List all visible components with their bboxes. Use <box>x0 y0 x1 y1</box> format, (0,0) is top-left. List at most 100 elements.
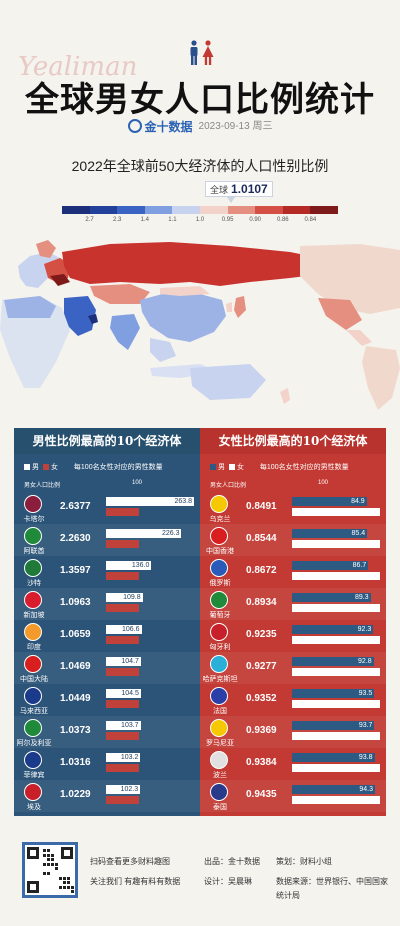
bar-female-reference <box>106 732 140 740</box>
bar-female-reference <box>292 508 380 516</box>
qr-module <box>43 853 46 857</box>
bar-female-reference <box>292 764 380 772</box>
bar-female-reference <box>106 796 140 804</box>
legend-tick-label: 0.84 <box>304 217 317 223</box>
qr-finder-pattern <box>27 847 39 859</box>
qr-module <box>55 862 58 866</box>
map-region-africa <box>0 296 70 388</box>
map-region-north-america <box>300 244 400 314</box>
flag-icon <box>24 687 42 705</box>
map-region-north-africa <box>4 296 56 318</box>
country-name: 罗马尼亚 <box>206 740 234 747</box>
bar-male: 85.4 <box>292 529 368 538</box>
ratio-column-label: 男女人口比例 <box>24 483 61 489</box>
bar-female-reference <box>292 572 380 580</box>
bar-male: 226.3 <box>106 529 182 538</box>
decorative-script-word: Yealiman <box>18 52 138 82</box>
table-row: 法国 0.9352 93.5 <box>200 684 386 716</box>
flag-icon <box>210 591 228 609</box>
ratio-value: 1.3597 <box>60 565 91 576</box>
map-region-southeast-asia <box>150 338 176 362</box>
male-ratio-panel: 男性比例最高的10个经济体 男 女 每100名女性对应的男性数量 男女人口比例 … <box>14 428 200 816</box>
map-region-central-america <box>346 330 372 346</box>
bar-female-reference <box>292 604 380 612</box>
publish-date: 2023-09-13 周三 <box>198 121 273 132</box>
ratio-value: 0.8672 <box>246 565 277 576</box>
bar-value-label: 103.7 <box>121 722 139 729</box>
country-name: 乌克兰 <box>209 516 231 523</box>
brand-name: 金十数据 <box>144 119 193 134</box>
ratio-value: 0.9435 <box>246 789 277 800</box>
color-scale-legend <box>62 206 338 214</box>
brand-row: 金十数据 2023-09-13 周三 <box>0 117 400 135</box>
bar-value-label: 226.3 <box>161 530 180 537</box>
qr-module <box>51 853 54 857</box>
map-region-china <box>140 292 226 342</box>
ratio-value: 0.9235 <box>246 629 277 640</box>
qr-module <box>47 862 50 866</box>
legend-tick-label: 1.4 <box>140 217 149 223</box>
scan-text: 扫码查看更多财料趣图 <box>90 857 170 866</box>
design-label: 设计：吴晨琳 <box>204 877 252 886</box>
table-row: 阿尔及利亚 1.0373 103.7 <box>14 716 200 748</box>
bar-male: 94.3 <box>292 785 375 794</box>
ratio-value: 1.0373 <box>60 725 91 736</box>
ratio-value: 0.8934 <box>246 597 277 608</box>
male-panel-sub: 男女人口比例 100 <box>24 480 194 489</box>
legend-male-swatch <box>24 464 30 471</box>
bar-male: 106.6 <box>106 625 142 634</box>
bar-male: 92.3 <box>292 625 374 634</box>
country-name: 匈牙利 <box>209 644 231 651</box>
table-row: 中国香港 0.8544 85.4 <box>200 524 386 556</box>
country-name: 中国大陆 <box>20 676 48 683</box>
legend-color-step <box>255 206 283 214</box>
flag-icon <box>210 751 228 769</box>
female-panel-note: 每100名女性对应的男性数量 <box>259 464 349 471</box>
bar-male: 263.8 <box>106 497 194 506</box>
bar-value-label: 93.8 <box>358 754 373 761</box>
ratio-value: 1.0316 <box>60 757 91 768</box>
country-name: 菲律宾 <box>23 772 45 779</box>
country-name: 法国 <box>213 708 227 715</box>
flag-icon <box>24 495 42 513</box>
male-female-icon <box>190 40 214 65</box>
bar-value-label: 104.7 <box>121 658 139 665</box>
source-label-line2: 统计局 <box>276 891 300 900</box>
ratio-value: 1.0963 <box>60 597 91 608</box>
bar-value-label: 106.6 <box>122 626 140 633</box>
header: Yealiman 全球男女人口比例统计 金十数据 2023-09-13 周三 <box>0 0 400 150</box>
map-region-kazakhstan <box>90 284 150 304</box>
legend-ticks: 2.7 2.3 1.4 1.1 1.0 0.95 0.90 0.86 0.84 <box>62 217 338 227</box>
global-label: 全球 <box>210 185 229 195</box>
bar-value-label: 89.3 <box>354 594 369 601</box>
male-panel-note: 每100名女性对应的男性数量 <box>73 464 163 471</box>
flag-icon <box>24 527 42 545</box>
map-region-scandinavia <box>36 240 56 258</box>
legend-male-label: 男 <box>32 464 39 471</box>
ratio-value: 0.8491 <box>246 501 277 512</box>
qr-code[interactable] <box>22 842 78 898</box>
bar-female-reference <box>292 540 380 548</box>
female-panel-title: 女性比例最高的10个经济体 <box>200 428 386 454</box>
flag-icon <box>24 783 42 801</box>
country-name: 卡塔尔 <box>23 516 45 523</box>
country-name: 沙特 <box>27 580 41 587</box>
world-map-svg <box>0 240 400 410</box>
ratio-value: 2.2630 <box>60 533 91 544</box>
table-row: 埃及 1.0229 102.3 <box>14 780 200 812</box>
source-label: 数据来源：世界银行、中国国家 <box>276 877 388 886</box>
legend-tick-label: 2.7 <box>85 217 94 223</box>
bar-value-label: 109.8 <box>123 594 141 601</box>
map-region-australia <box>190 364 266 400</box>
bar-value-label: 104.5 <box>121 690 139 697</box>
legend-color-step <box>199 206 228 214</box>
legend-female-swatch <box>42 464 49 471</box>
legend-female-label: 女 <box>50 464 58 471</box>
table-row: 葡萄牙 0.8934 89.3 <box>200 588 386 620</box>
bar-male: 89.3 <box>292 593 371 602</box>
qr-module <box>67 885 70 889</box>
reference-100-label: 100 <box>132 480 143 486</box>
legend-tick-label: 0.90 <box>249 217 262 223</box>
country-name: 俄罗斯 <box>209 580 231 587</box>
bar-female-reference <box>292 668 380 676</box>
